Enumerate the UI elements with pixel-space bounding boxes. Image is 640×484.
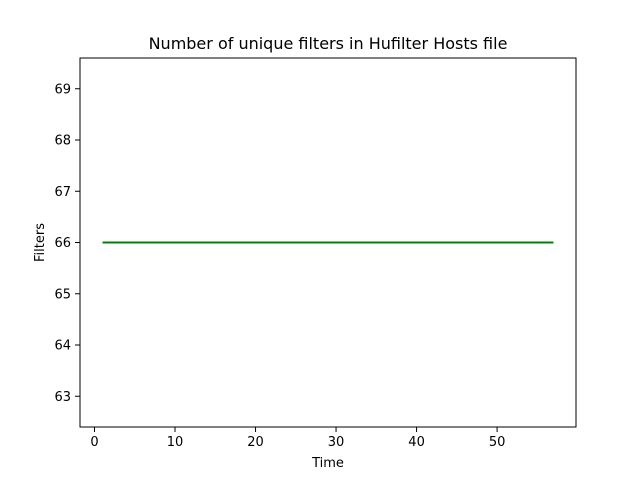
chart-title: Number of unique filters in Hufilter Hos… [149, 34, 508, 53]
y-tick-label: 68 [54, 134, 71, 149]
x-tick-label: 30 [328, 435, 345, 450]
y-tick-label: 69 [54, 82, 71, 97]
x-tick-label: 10 [167, 435, 184, 450]
x-tick-label: 0 [90, 435, 98, 450]
y-tick-label: 63 [54, 390, 71, 405]
x-axis-label: Time [311, 456, 344, 471]
y-tick-label: 64 [54, 339, 71, 354]
x-axis-ticks: 0 10 20 30 40 50 [90, 427, 505, 450]
y-tick-label: 66 [54, 236, 71, 251]
y-tick-label: 67 [54, 185, 71, 200]
y-tick-label: 65 [54, 287, 71, 302]
y-axis-label: Filters [33, 223, 48, 262]
x-tick-label: 20 [247, 435, 264, 450]
x-tick-label: 40 [408, 435, 425, 450]
plot-area [79, 57, 577, 428]
x-tick-label: 50 [489, 435, 506, 450]
y-axis-ticks: 63 64 65 66 67 68 69 [54, 82, 80, 405]
